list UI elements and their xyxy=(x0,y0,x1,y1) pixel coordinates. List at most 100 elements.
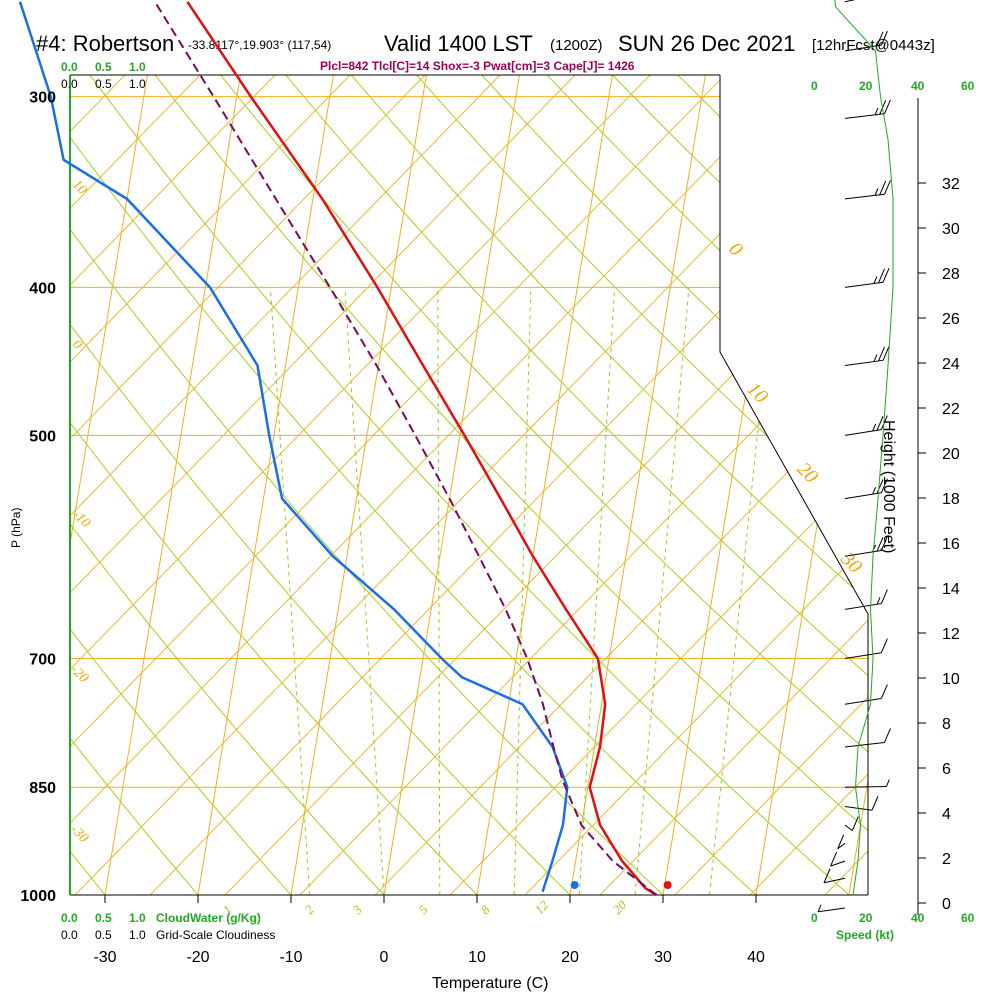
diagonal-line xyxy=(599,75,868,895)
dry-adiabat-line xyxy=(205,75,868,895)
cloud-bottom-black-1: 0.5 xyxy=(95,928,112,942)
diagonal-line xyxy=(70,75,126,895)
wind-barb xyxy=(830,851,846,867)
cloud-bottom-green-1: 0.5 xyxy=(95,911,112,925)
mixing-ratio-line xyxy=(634,287,690,895)
speed-top-60: 60 xyxy=(961,79,975,93)
wind-barb xyxy=(844,796,879,811)
barb-staff xyxy=(844,603,882,610)
height-tick-label: 6 xyxy=(942,761,951,778)
barb-staff xyxy=(830,860,846,867)
speed-bottom-20: 20 xyxy=(859,911,873,925)
barb-staff xyxy=(837,842,846,850)
isotherm-label: 10 xyxy=(69,177,90,198)
dry-adiabat-line xyxy=(70,75,850,895)
isotherm-line xyxy=(285,75,468,895)
dry-adiabat-line xyxy=(267,75,868,895)
height-tick-label: 30 xyxy=(942,221,960,238)
pressure-tick-label: 850 xyxy=(29,780,56,797)
diagonal-line xyxy=(0,75,50,895)
x-tick-label: -30 xyxy=(93,949,116,966)
wind-barb xyxy=(844,30,888,52)
speed-top-40: 40 xyxy=(911,79,925,93)
barb-flag xyxy=(880,638,888,653)
mixing-ratio-label: 2 xyxy=(302,902,318,918)
barb-staff xyxy=(844,193,885,200)
barb-half-flag xyxy=(873,354,878,362)
x-tick-label: 40 xyxy=(747,949,765,966)
parcel-parameters: Plcl=842 Tlcl[C]=14 Shox=-3 Pwat[cm]=3 C… xyxy=(320,59,635,73)
cloud-scale-top: 0.0 0.5 1.0 0.0 0.5 1.0 xyxy=(61,60,146,91)
isotherm-line xyxy=(564,75,747,895)
cloud-bottom-black-0: 0.0 xyxy=(61,928,78,942)
wind-barb xyxy=(844,728,891,748)
barb-flag xyxy=(876,31,884,47)
barb-flag xyxy=(837,834,845,849)
height-tick-label: 16 xyxy=(942,536,960,553)
diagonal-line xyxy=(975,75,1000,895)
mixing-ratio-label: 3 xyxy=(349,902,365,918)
parcel-line xyxy=(154,1,658,896)
height-tick-label: 26 xyxy=(942,311,960,328)
height-tick-label: 14 xyxy=(942,581,960,598)
dry-adiabat-line xyxy=(70,75,292,895)
wind-barb xyxy=(817,904,846,913)
diagonal-line xyxy=(149,75,868,895)
diagonal-line xyxy=(70,75,651,895)
height-tick-label: 10 xyxy=(942,671,960,688)
dry-adiabat-line xyxy=(70,75,199,895)
isotherm-label: 30 xyxy=(836,547,866,577)
wind-barb xyxy=(844,816,859,831)
barb-staff xyxy=(844,786,887,788)
barb-staff xyxy=(844,652,882,659)
diagonal-line xyxy=(70,75,426,895)
wind-barb xyxy=(844,346,890,367)
barb-flag xyxy=(880,478,888,493)
cloudwater-label: CloudWater (g/Kg) xyxy=(156,911,261,925)
background-lines xyxy=(0,75,1000,895)
barb-staff xyxy=(823,877,846,884)
height-tick-label: 32 xyxy=(942,176,960,193)
mixing-ratio-line xyxy=(437,287,441,895)
cloud-top-black-2: 1.0 xyxy=(129,77,146,91)
isotherm-label: 0 xyxy=(69,337,85,353)
wind-barb xyxy=(844,684,888,705)
barb-flag xyxy=(876,536,884,552)
speed-trace xyxy=(834,0,894,896)
dry-adiabat-line xyxy=(330,75,868,895)
wind-barb xyxy=(837,834,846,850)
height-tick-label: 0 xyxy=(942,896,951,913)
speed-top-0: 0 xyxy=(811,79,818,93)
cloud-scale-bottom: 0.0 0.5 1.0 CloudWater (g/Kg) 0.0 0.5 1.… xyxy=(61,911,275,942)
speed-label: Speed (kt) xyxy=(836,928,894,942)
barb-flag xyxy=(880,589,888,604)
cloud-bottom-black-2: 1.0 xyxy=(129,928,146,942)
diagonal-line xyxy=(70,75,801,895)
pressure-tick-label: 300 xyxy=(29,90,56,107)
barb-flag xyxy=(882,346,890,361)
isotherm-line xyxy=(750,75,868,895)
isotherm-line xyxy=(192,75,375,895)
valid-time: Valid 1400 LST xyxy=(384,31,533,56)
dry-adiabat-line xyxy=(70,75,571,895)
valid-date: SUN 26 Dec 2021 xyxy=(618,31,795,56)
isotherm-line xyxy=(843,75,868,895)
diagonal-line xyxy=(374,75,868,895)
isotherm-line xyxy=(99,75,282,895)
dry-adiabat-line xyxy=(455,75,868,895)
barb-staff xyxy=(844,44,882,52)
barb-flag xyxy=(880,30,888,46)
barb-flag xyxy=(878,346,885,362)
diagonal-line xyxy=(70,75,726,895)
diagonal-line xyxy=(70,75,276,895)
wind-barb xyxy=(844,268,890,288)
wind-barb xyxy=(844,779,890,788)
plot-boundary xyxy=(70,74,869,896)
pressure-axis-ticks: 2503004005007008501000 xyxy=(20,90,56,905)
barb-staff xyxy=(844,281,884,288)
cloud-top-green-2: 1.0 xyxy=(129,60,146,74)
x-tick-label: 30 xyxy=(654,949,672,966)
barb-flag xyxy=(830,851,838,867)
